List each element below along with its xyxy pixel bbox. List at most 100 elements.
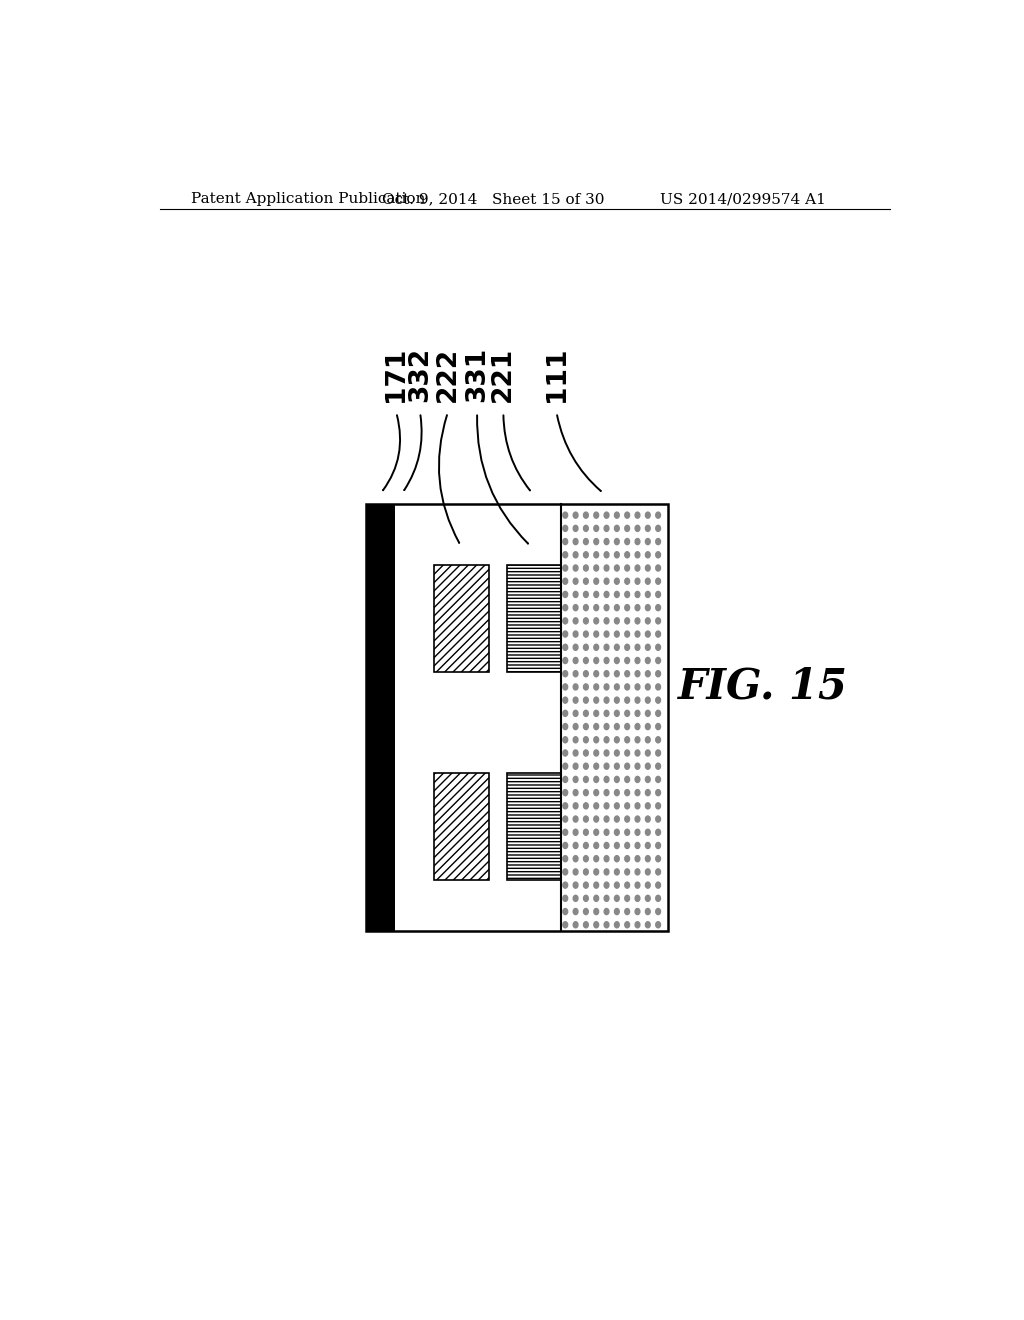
Circle shape xyxy=(584,789,589,796)
Circle shape xyxy=(635,882,640,888)
Circle shape xyxy=(614,512,620,519)
Circle shape xyxy=(614,855,620,862)
Circle shape xyxy=(563,776,567,783)
Circle shape xyxy=(614,737,620,743)
Circle shape xyxy=(594,737,599,743)
Circle shape xyxy=(584,921,589,928)
Circle shape xyxy=(635,829,640,836)
Circle shape xyxy=(594,776,599,783)
Bar xyxy=(367,504,668,931)
Circle shape xyxy=(563,671,567,677)
Circle shape xyxy=(563,565,567,572)
Circle shape xyxy=(614,842,620,849)
Circle shape xyxy=(614,750,620,756)
Circle shape xyxy=(645,525,650,532)
Circle shape xyxy=(614,644,620,651)
Circle shape xyxy=(645,512,650,519)
Circle shape xyxy=(584,552,589,558)
Text: Patent Application Publication: Patent Application Publication xyxy=(191,191,426,206)
Circle shape xyxy=(584,578,589,585)
Circle shape xyxy=(604,631,609,638)
Circle shape xyxy=(655,737,660,743)
Circle shape xyxy=(594,618,599,624)
Circle shape xyxy=(594,789,599,796)
Circle shape xyxy=(573,618,578,624)
Circle shape xyxy=(635,525,640,532)
Circle shape xyxy=(614,539,620,545)
Circle shape xyxy=(604,895,609,902)
Circle shape xyxy=(594,710,599,717)
Circle shape xyxy=(563,869,567,875)
Circle shape xyxy=(604,855,609,862)
Circle shape xyxy=(563,710,567,717)
Circle shape xyxy=(563,763,567,770)
Circle shape xyxy=(655,591,660,598)
Circle shape xyxy=(594,803,599,809)
Circle shape xyxy=(655,803,660,809)
Bar xyxy=(507,565,560,672)
Circle shape xyxy=(614,789,620,796)
Circle shape xyxy=(563,605,567,611)
Circle shape xyxy=(573,908,578,915)
Circle shape xyxy=(573,737,578,743)
Circle shape xyxy=(573,605,578,611)
Circle shape xyxy=(594,723,599,730)
Circle shape xyxy=(614,631,620,638)
Circle shape xyxy=(584,869,589,875)
Circle shape xyxy=(584,750,589,756)
Circle shape xyxy=(655,789,660,796)
Circle shape xyxy=(594,552,599,558)
Circle shape xyxy=(604,591,609,598)
Circle shape xyxy=(625,644,630,651)
Circle shape xyxy=(655,829,660,836)
Circle shape xyxy=(625,737,630,743)
Circle shape xyxy=(645,803,650,809)
Circle shape xyxy=(625,684,630,690)
Circle shape xyxy=(573,671,578,677)
Circle shape xyxy=(604,723,609,730)
Circle shape xyxy=(655,565,660,572)
Circle shape xyxy=(645,684,650,690)
Circle shape xyxy=(645,750,650,756)
Circle shape xyxy=(594,631,599,638)
Circle shape xyxy=(625,591,630,598)
Circle shape xyxy=(625,789,630,796)
Circle shape xyxy=(573,578,578,585)
Circle shape xyxy=(594,855,599,862)
Circle shape xyxy=(614,882,620,888)
Circle shape xyxy=(645,671,650,677)
Circle shape xyxy=(625,750,630,756)
Circle shape xyxy=(573,644,578,651)
Circle shape xyxy=(584,882,589,888)
Circle shape xyxy=(614,829,620,836)
Circle shape xyxy=(635,723,640,730)
Circle shape xyxy=(655,605,660,611)
Circle shape xyxy=(635,618,640,624)
Circle shape xyxy=(563,657,567,664)
Circle shape xyxy=(614,618,620,624)
Circle shape xyxy=(635,552,640,558)
Circle shape xyxy=(594,750,599,756)
Circle shape xyxy=(655,921,660,928)
Circle shape xyxy=(635,855,640,862)
Circle shape xyxy=(594,908,599,915)
Circle shape xyxy=(635,763,640,770)
Circle shape xyxy=(635,776,640,783)
Circle shape xyxy=(655,882,660,888)
Circle shape xyxy=(584,671,589,677)
Bar xyxy=(433,565,489,672)
Circle shape xyxy=(655,644,660,651)
Circle shape xyxy=(594,591,599,598)
Circle shape xyxy=(573,921,578,928)
Circle shape xyxy=(573,710,578,717)
Circle shape xyxy=(573,697,578,704)
Circle shape xyxy=(625,829,630,836)
Circle shape xyxy=(645,565,650,572)
Circle shape xyxy=(604,512,609,519)
Circle shape xyxy=(563,829,567,836)
Circle shape xyxy=(645,869,650,875)
Circle shape xyxy=(655,750,660,756)
Circle shape xyxy=(563,723,567,730)
Circle shape xyxy=(573,512,578,519)
Circle shape xyxy=(563,512,567,519)
